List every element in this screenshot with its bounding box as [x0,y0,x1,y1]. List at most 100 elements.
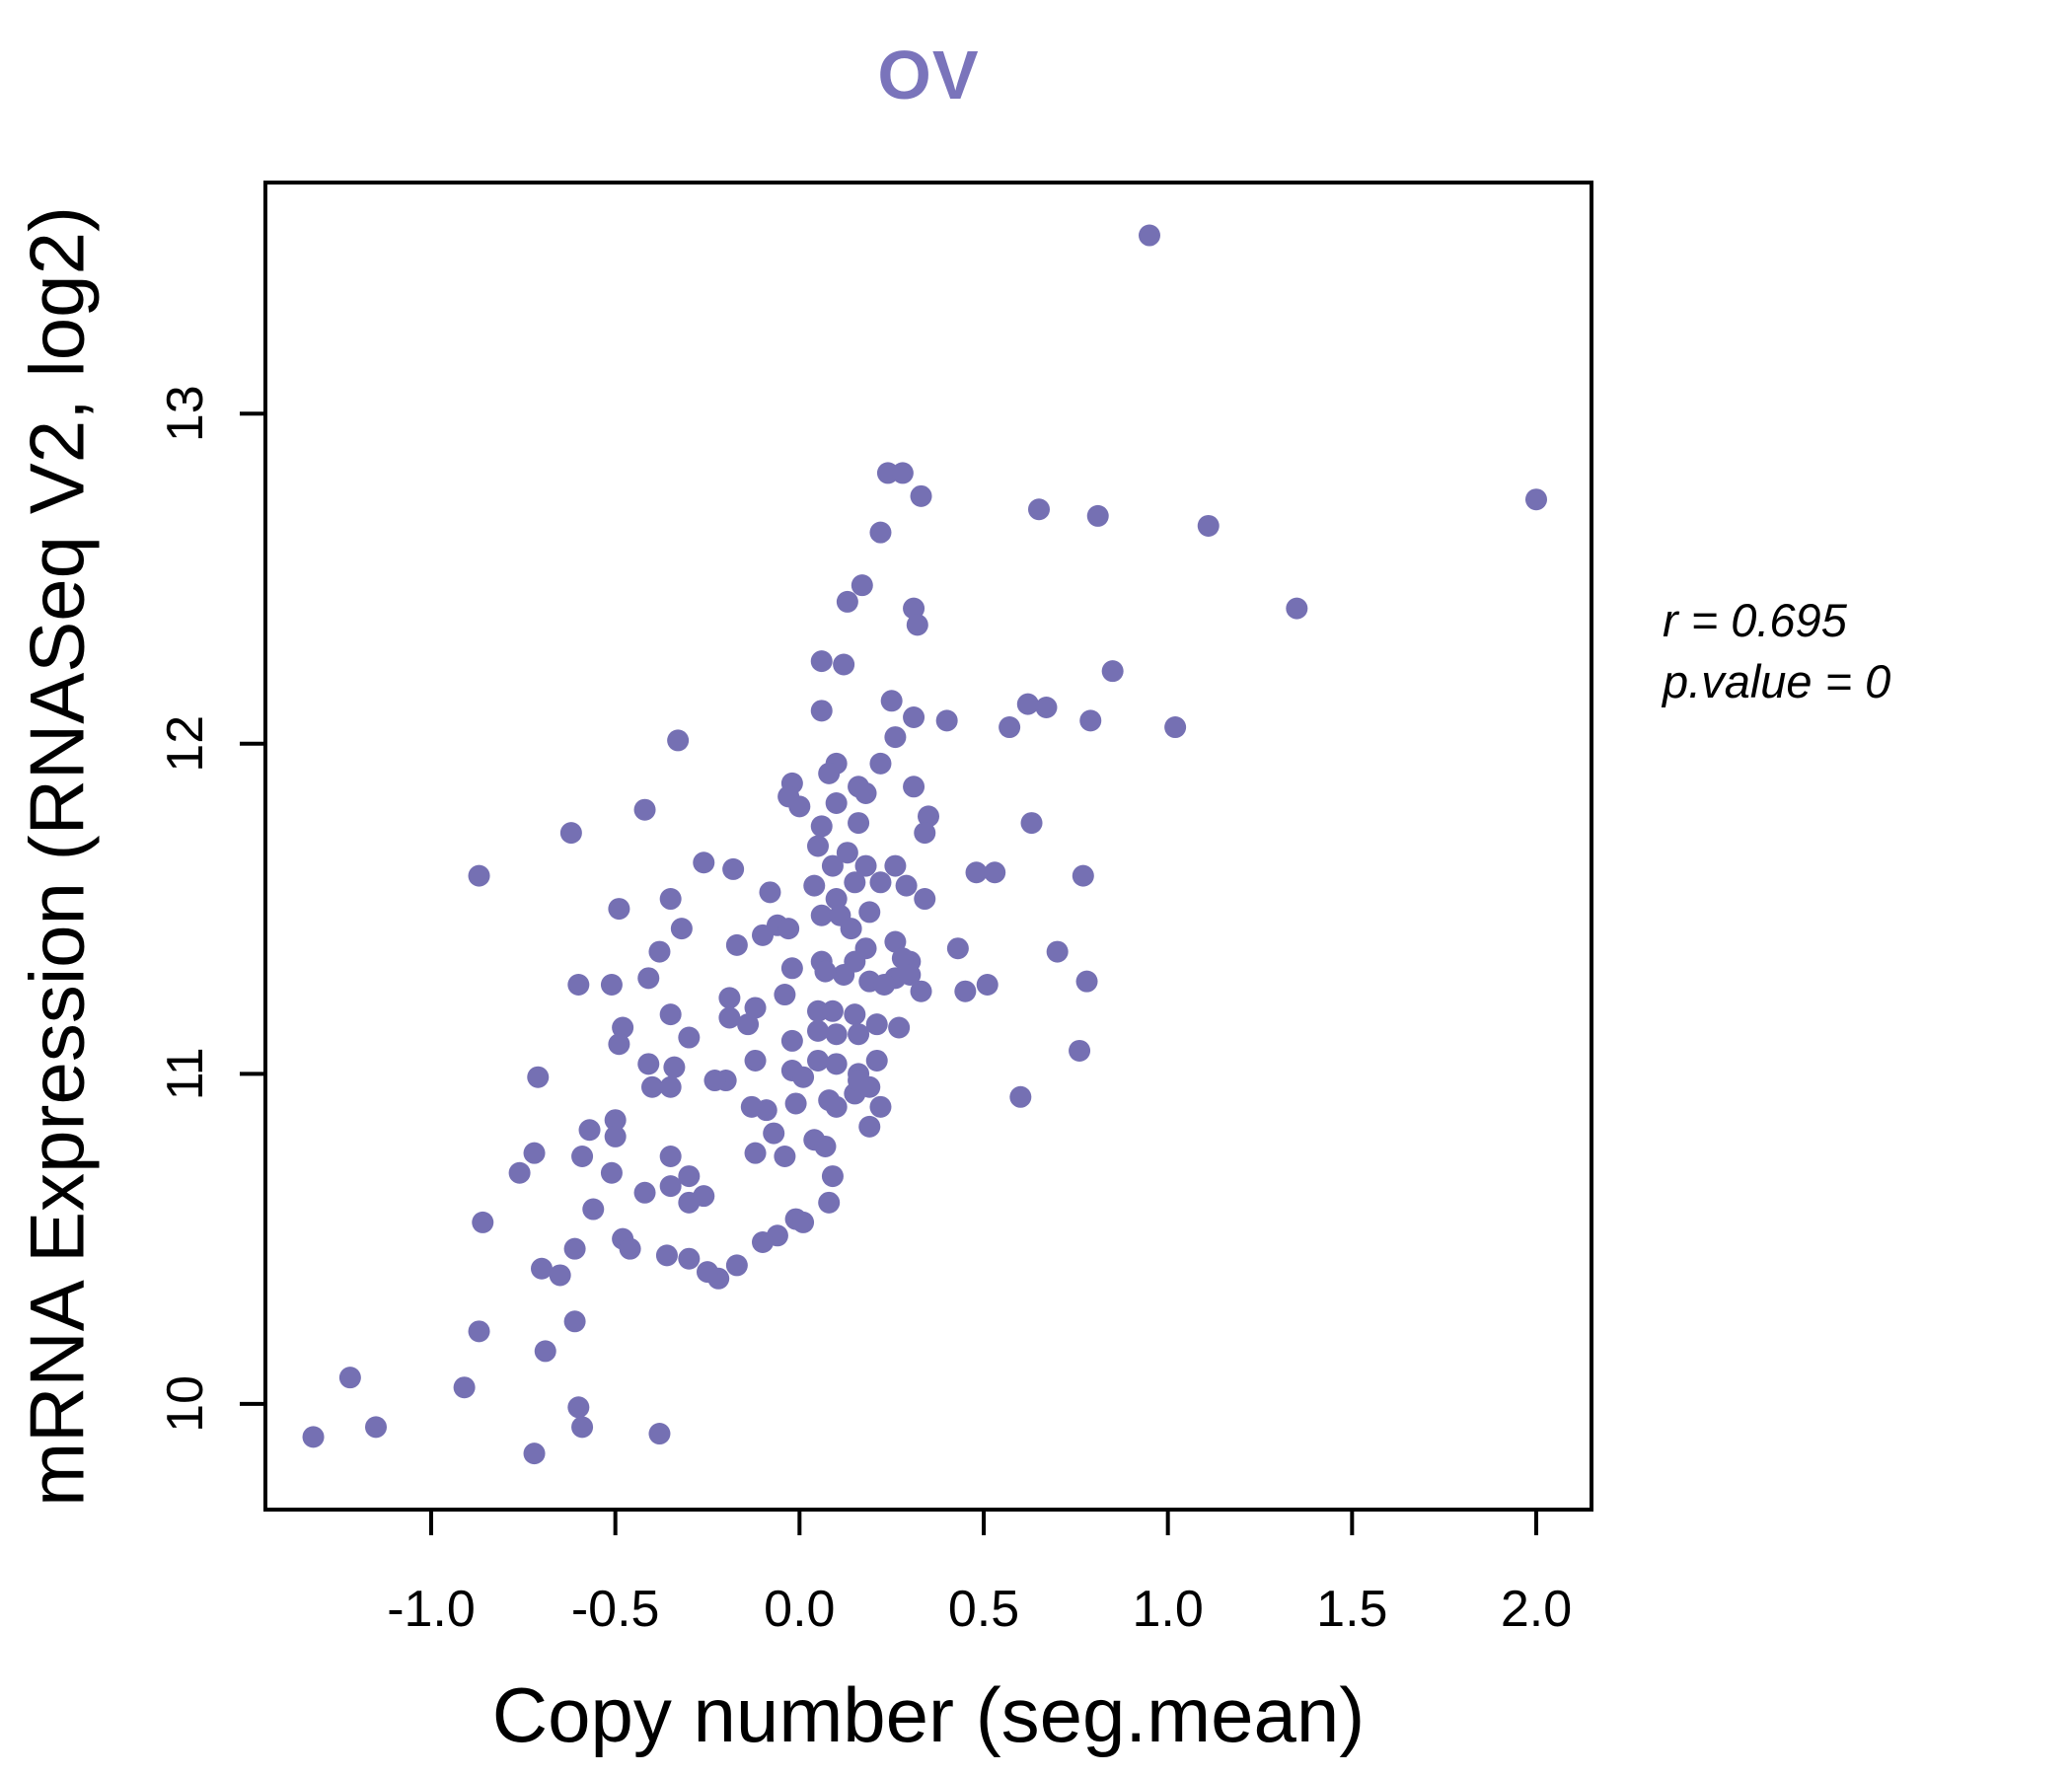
data-point [865,1049,888,1072]
data-point [1525,488,1547,511]
data-point [884,726,907,749]
data-point [763,1122,785,1145]
data-point [910,484,932,507]
data-point [567,1396,590,1419]
data-point [523,1142,546,1164]
data-point [833,653,855,676]
data-point [903,706,925,729]
data-point [678,1026,701,1049]
data-point [641,1075,663,1098]
data-point [935,709,958,732]
data-point [814,960,837,983]
data-point [600,974,623,997]
data-point [825,792,848,815]
data-point [1164,716,1187,739]
data-point [725,1254,748,1277]
data-point [777,918,800,940]
data-point [571,1416,594,1439]
data-point [1069,1039,1091,1062]
data-point [563,1237,586,1260]
data-point [825,888,848,911]
data-point [780,957,803,980]
data-point [803,874,826,897]
data-point [722,857,745,880]
data-point [774,984,796,1006]
data-point [1079,709,1102,732]
data-point [891,947,914,970]
y-axis-title: mRNA Expression (RNASeq V2, log2) [13,206,101,1507]
data-point [637,1053,660,1075]
data-point [752,924,774,946]
data-point [906,614,928,636]
data-point [659,888,682,911]
data-point [659,1003,682,1026]
data-point [807,1019,829,1042]
data-point [527,1066,550,1088]
data-point [571,1146,594,1168]
data-point [825,1095,848,1118]
data-point [633,1181,656,1204]
data-point [1101,660,1124,683]
x-tick-label: -1.0 [387,1581,476,1638]
data-point [693,851,715,874]
y-tick-label: 13 [157,385,214,442]
data-point [655,1244,678,1267]
data-point [869,521,892,544]
data-point [472,1211,494,1233]
data-point [725,933,748,956]
data-point [1020,812,1043,835]
data-point [858,901,881,924]
data-point [619,1237,641,1260]
data-point [697,1261,718,1284]
data-point [718,1006,741,1029]
data-point [965,861,988,884]
data-point [582,1198,605,1221]
x-axis-title: Copy number (seg.mean) [491,1671,1366,1758]
data-point [468,1320,490,1343]
data-point [744,997,767,1019]
data-point [667,729,690,752]
data-point [810,815,833,838]
data-point [810,904,833,926]
y-tick-label: 10 [157,1375,214,1433]
data-point [1016,693,1039,715]
data-point [508,1161,531,1184]
data-point [1072,864,1094,887]
data-point [604,1125,627,1147]
data-point [910,980,932,1002]
correlation-annotation: r = 0.695 p.value = 0 [1663,590,1890,712]
data-point [523,1443,546,1465]
data-point [814,1135,837,1157]
data-point [821,999,844,1022]
data-point [1075,970,1098,993]
data-point [659,1175,682,1198]
data-point [976,974,999,997]
data-point [1046,940,1069,963]
x-tick-label: -0.5 [571,1581,660,1638]
data-point [836,590,858,613]
data-point [637,967,660,990]
x-tick-label: 0.5 [948,1581,1019,1638]
data-point [818,762,841,784]
data-point [1086,504,1109,527]
data-point [792,1066,815,1088]
data-point [888,1016,911,1039]
data-point [531,1257,553,1280]
data-point [891,462,914,484]
data-point [840,918,862,940]
data-point [873,974,896,997]
data-point [338,1367,361,1389]
p-value-text: p.value = 0 [1663,655,1891,708]
data-point [744,1049,767,1072]
data-point [718,987,741,1009]
x-tick-label: 0.0 [764,1581,835,1638]
data-point [946,937,969,960]
data-point [365,1416,387,1439]
data-point [954,980,977,1002]
data-point [744,1142,767,1164]
data-point [825,1023,848,1046]
data-point [825,1053,848,1075]
data-point [1035,696,1058,718]
